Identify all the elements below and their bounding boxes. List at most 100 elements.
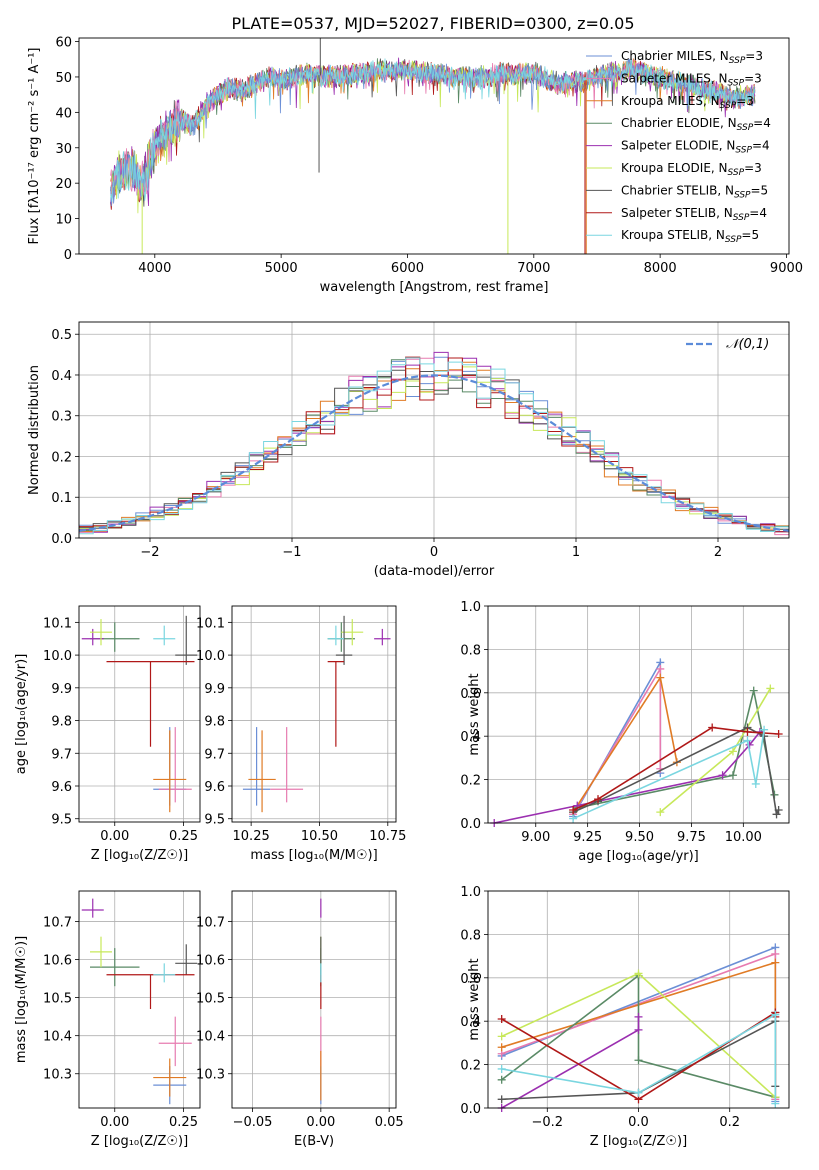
weight-vs-age-xlabel: age [log₁₀(age/yr)] <box>578 849 699 864</box>
age-vs-z-ytick-label: 10.0 <box>43 649 72 664</box>
age-vs-z-point-kroupa-stelib <box>153 625 176 646</box>
mass-vs-z-point-chabrier-elodie <box>90 948 140 987</box>
age-vs-mass-frame <box>231 605 397 823</box>
weight-vs-age-marker-kroupa-elodie <box>766 684 775 693</box>
weight-vs-z-marker-chabrier-stelib <box>497 1095 506 1104</box>
mass-vs-ebv-xtick-label: −0.05 <box>233 1115 273 1130</box>
weight-vs-age-marker-kroupa-stelib <box>760 725 769 734</box>
weight-vs-age-marker-kroupa-elodie <box>656 808 665 817</box>
weight-vs-age-series-kroupa-stelib <box>572 729 765 820</box>
spectrum-axes: 4000 5000 6000 7000 8000 9000 0 10 20 30 40 50 60 wav… <box>55 36 803 295</box>
weight-vs-z-marker-chabrier-elodie <box>634 1056 643 1065</box>
spectrum-ytick-label: 40 <box>55 106 72 121</box>
residuals-ytick-label: 0.0 <box>51 532 72 547</box>
residuals-xlabel: (data-model)/error <box>374 564 495 579</box>
mass-vs-ebv-ytick-label: 10.3 <box>196 1068 225 1083</box>
mass-vs-z-xlabel: Z [log₁₀(Z/Z☉)] <box>91 1134 188 1149</box>
mass-vs-z-point-chabrier-stelib <box>175 944 198 975</box>
weight-vs-z-marker-salpeter-miles <box>771 949 780 958</box>
spectrum-line-kroupa-stelib <box>110 58 756 202</box>
age-vs-z-point-kroupa-miles <box>153 730 187 813</box>
age-vs-z-point-salpeter-stelib <box>106 661 195 747</box>
legend-label: Salpeter STELIB, NSSP=4 <box>621 206 767 223</box>
residuals-xtick-label: 1 <box>572 545 580 560</box>
mass-vs-z-ytick-label: 10.3 <box>43 1068 72 1083</box>
weight-vs-age-marker-kroupa-miles <box>656 673 665 682</box>
residuals-xtick-label: 0 <box>430 545 438 560</box>
weight-vs-age-ytick-label: 0.8 <box>460 643 481 658</box>
residuals-ytick-label: 0.2 <box>51 450 72 465</box>
mass-vs-z-ytick-label: 10.5 <box>43 992 72 1007</box>
legend-label: Kroupa STELIB, NSSP=5 <box>621 228 759 245</box>
weight-vs-z-marker-chabrier-elodie <box>497 1075 506 1084</box>
age-vs-mass-ytick-label: 9.6 <box>204 780 225 795</box>
weight-vs-age-marker-kroupa-stelib <box>569 814 578 823</box>
age-vs-z-ytick-label: 10.1 <box>43 616 72 631</box>
weight-vs-z-marker-kroupa-stelib <box>771 1010 780 1019</box>
spectrum-ytick-label: 30 <box>55 142 72 157</box>
legend-label: Kroupa MILES, NSSP=3 <box>621 94 754 111</box>
age-vs-z-axes: 0.00 0.25 9.5 9.6 9.7 9.8 9.9 10.0 10.1 Z [log₁₀(… <box>43 606 200 863</box>
weight-vs-z-marker-kroupa-stelib <box>771 1099 780 1108</box>
weight-vs-z-ytick-label: 0.0 <box>460 1102 481 1117</box>
weight-vs-z-ytick-label: 0.6 <box>460 972 481 987</box>
mass-vs-z-frame <box>78 890 201 1109</box>
age-vs-mass-point-chabrier-stelib <box>335 615 353 665</box>
weight-vs-age-marker-kroupa-stelib <box>751 779 760 788</box>
mass-vs-z-ytick-label: 10.4 <box>43 1030 72 1045</box>
weight-vs-z-ylabel: mass weight <box>467 958 482 1040</box>
age-vs-mass-ytick-label: 9.9 <box>204 682 225 697</box>
age-vs-z-point-chabrier-stelib <box>175 615 198 665</box>
spectrum-ytick-label: 10 <box>55 213 72 228</box>
residuals-ytick-label: 0.1 <box>51 491 72 506</box>
age-vs-z-xtick-label: 0.00 <box>100 829 129 844</box>
weight-vs-age-marker-chabrier-stelib <box>772 810 781 819</box>
mass-vs-ebv-frame <box>231 890 397 1109</box>
spectrum-xtick-label: 8000 <box>644 261 677 276</box>
legend-label: Kroupa ELODIE, NSSP=3 <box>621 161 762 178</box>
residuals-ytick-label: 0.4 <box>51 369 72 384</box>
weight-vs-z-marker-salpeter-stelib <box>497 1015 506 1024</box>
weight-vs-z-xtick-label: 0.2 <box>719 1115 740 1130</box>
spectrum-xtick-label: 4000 <box>138 261 171 276</box>
weight-vs-z-ytick-label: 0.4 <box>460 1015 481 1030</box>
figure-title: PLATE=0537, MJD=52027, FIBERID=0300, z=0… <box>231 14 634 33</box>
spectrum-xtick-label: 9000 <box>770 261 803 276</box>
mass-vs-ebv-ytick-label: 10.5 <box>196 992 225 1007</box>
weight-vs-age-axes: 9.00 9.25 9.50 9.75 10.00 0.0 0.2 0.4 0.6 0.8 1.0 a… <box>460 600 789 864</box>
residuals-xtick-label: −2 <box>140 545 159 560</box>
weight-vs-age-marker-chabrier-elodie <box>728 771 737 780</box>
weight-vs-z-marker-kroupa-elodie <box>497 1032 506 1041</box>
weight-vs-age-marker-salpeter-miles <box>656 664 665 673</box>
mass-vs-ebv-ytick-label: 10.4 <box>196 1030 225 1045</box>
spectrum-ylabel: Flux [fλ10⁻¹⁷ erg cm⁻² s⁻¹ A⁻¹] <box>27 48 42 245</box>
legend-label: Chabrier STELIB, NSSP=5 <box>621 183 768 200</box>
weight-vs-z-marker-salpeter-elodie <box>634 1025 643 1034</box>
weight-vs-age-xtick-label: 9.75 <box>677 830 706 845</box>
age-vs-mass-point-salpeter-elodie <box>374 628 391 646</box>
weight-vs-age-marker-salpeter-stelib <box>708 723 717 732</box>
residuals-ytick-label: 0.3 <box>51 410 72 425</box>
spectrum-xtick-label: 5000 <box>265 261 298 276</box>
weight-vs-z-marker-kroupa-miles <box>771 958 780 967</box>
mass-vs-z-point-kroupa-stelib <box>153 963 176 983</box>
residual-hist-salpeter-elodie <box>79 351 789 535</box>
weight-vs-age-xtick-label: 10.00 <box>725 830 762 845</box>
residuals-xtick-label: 2 <box>714 545 722 560</box>
age-vs-mass-ytick-label: 10.1 <box>196 616 225 631</box>
mass-vs-z-point-kroupa-miles <box>153 1058 187 1097</box>
age-vs-mass-xtick-label: 10.50 <box>301 829 338 844</box>
weight-vs-age-ytick-label: 0.2 <box>460 774 481 789</box>
age-vs-z-ytick-label: 9.7 <box>51 747 72 762</box>
mass-vs-z-axes: 0.00 0.25 10.3 10.4 10.5 10.6 10.7 Z [log₁₀(Z/Z… <box>43 891 200 1149</box>
legend-label: Salpeter MILES, NSSP=3 <box>621 71 762 88</box>
mass-vs-z-ytick-label: 10.7 <box>43 915 72 930</box>
weight-vs-age-marker-chabrier-elodie <box>749 686 758 695</box>
age-vs-mass-xlabel: mass [log₁₀(M/M☉)] <box>250 848 377 863</box>
residual-hist-kroupa-stelib <box>79 357 789 535</box>
spectrum-xtick-label: 7000 <box>517 261 550 276</box>
weight-vs-z-marker-kroupa-stelib <box>634 1088 643 1097</box>
residuals-frame <box>78 321 790 539</box>
spectrum-xtick-label: 6000 <box>391 261 424 276</box>
mass-vs-ebv-ytick-label: 10.7 <box>196 915 225 930</box>
